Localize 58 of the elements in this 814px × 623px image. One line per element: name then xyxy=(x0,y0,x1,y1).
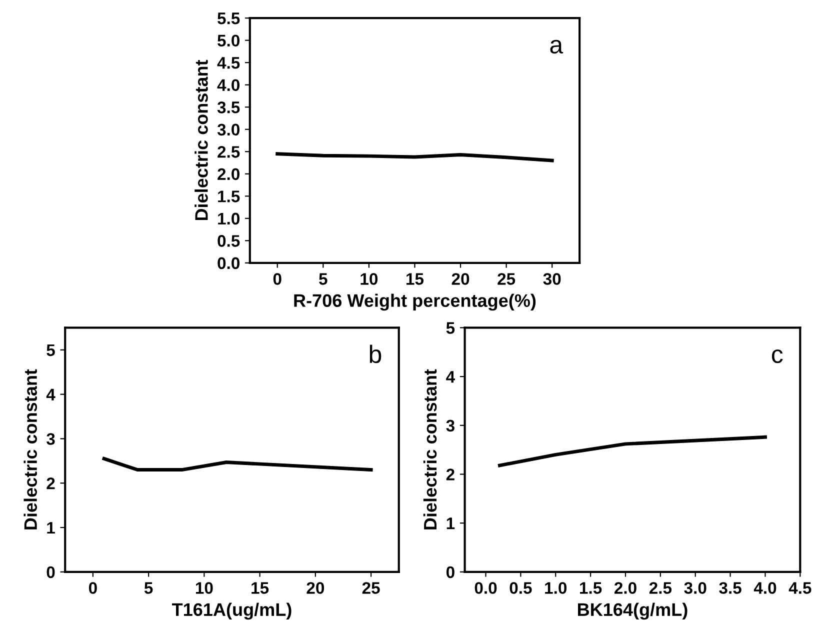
y-tick-label: 4.0 xyxy=(217,79,240,92)
y-tick-label: 2 xyxy=(446,468,454,480)
y-tick-label: 4 xyxy=(46,388,56,400)
x-tick-label: 3.0 xyxy=(684,582,706,594)
x-tick-label: 0 xyxy=(273,273,282,285)
annotation: a xyxy=(550,40,564,54)
x-tick-label: 10 xyxy=(196,582,213,594)
x-tick-label: 0.5 xyxy=(510,582,532,594)
x-axis-title: R-706 Weight percentage(%) xyxy=(294,294,536,311)
x-tick-label: 25 xyxy=(362,582,380,594)
x-tick-label: 30 xyxy=(543,273,561,285)
y-tick-label: 0 xyxy=(46,566,55,578)
x-tick-label: 5 xyxy=(144,582,153,594)
y-tick-label: 0 xyxy=(446,566,454,578)
x-tick-label: 2.0 xyxy=(614,582,636,594)
x-tick-label: 1.5 xyxy=(580,582,602,594)
y-tick-label: 0.0 xyxy=(218,257,240,270)
y-tick-label: 4 xyxy=(446,371,455,383)
line-series xyxy=(276,152,554,162)
y-tick-label: 0.5 xyxy=(218,235,240,247)
y-tick-label: 1 xyxy=(446,518,455,530)
y-axis-title: Dielectric constant xyxy=(194,60,208,220)
x-tick-label: 4.5 xyxy=(788,582,812,594)
y-tick-label: 2.5 xyxy=(218,146,240,158)
y-tick-label: 3.0 xyxy=(217,124,240,136)
y-tick-label: 5 xyxy=(446,322,455,334)
annotation: b xyxy=(370,344,382,364)
x-tick-label: 1.0 xyxy=(545,582,567,594)
y-tick-label: 3.5 xyxy=(217,102,240,114)
y-tick-label: 2.0 xyxy=(218,168,240,180)
y-tick-label: 1.5 xyxy=(218,190,240,202)
x-tick-label: 0.0 xyxy=(474,582,497,594)
y-tick-label: 5.5 xyxy=(218,12,240,24)
x-tick-label: 4.0 xyxy=(754,582,776,594)
y-tick-label: 4.5 xyxy=(217,57,240,69)
x-tick-label: 5 xyxy=(319,273,328,285)
y-tick-label: 2 xyxy=(46,478,55,490)
line-series xyxy=(498,435,767,468)
y-tick-label: 3 xyxy=(446,420,454,432)
y-tick-label: 5 xyxy=(46,344,55,356)
x-tick-label: 2.5 xyxy=(649,582,672,594)
x-tick-label: 20 xyxy=(306,582,324,594)
y-axis-title: Dielectric constant xyxy=(423,369,437,530)
x-tick-label: 15 xyxy=(406,273,424,285)
x-tick-label: 0 xyxy=(88,582,97,594)
x-tick-label: 3.5 xyxy=(719,582,742,594)
x-tick-label: 10 xyxy=(360,273,378,285)
y-tick-label: 5.0 xyxy=(218,34,240,47)
x-tick-label: 25 xyxy=(498,273,516,285)
x-tick-label: 20 xyxy=(452,273,470,285)
y-tick-label: 3 xyxy=(46,433,55,445)
y-tick-label: 1.0 xyxy=(218,212,240,225)
annotation: c xyxy=(772,349,783,364)
x-tick-label: 15 xyxy=(252,582,269,594)
x-axis-title: BK164(g/mL) xyxy=(578,602,688,620)
x-axis-title: T161A(ug/mL) xyxy=(172,602,292,620)
y-tick-label: 1 xyxy=(47,522,55,534)
y-axis-title: Dielectric constant xyxy=(24,369,38,530)
